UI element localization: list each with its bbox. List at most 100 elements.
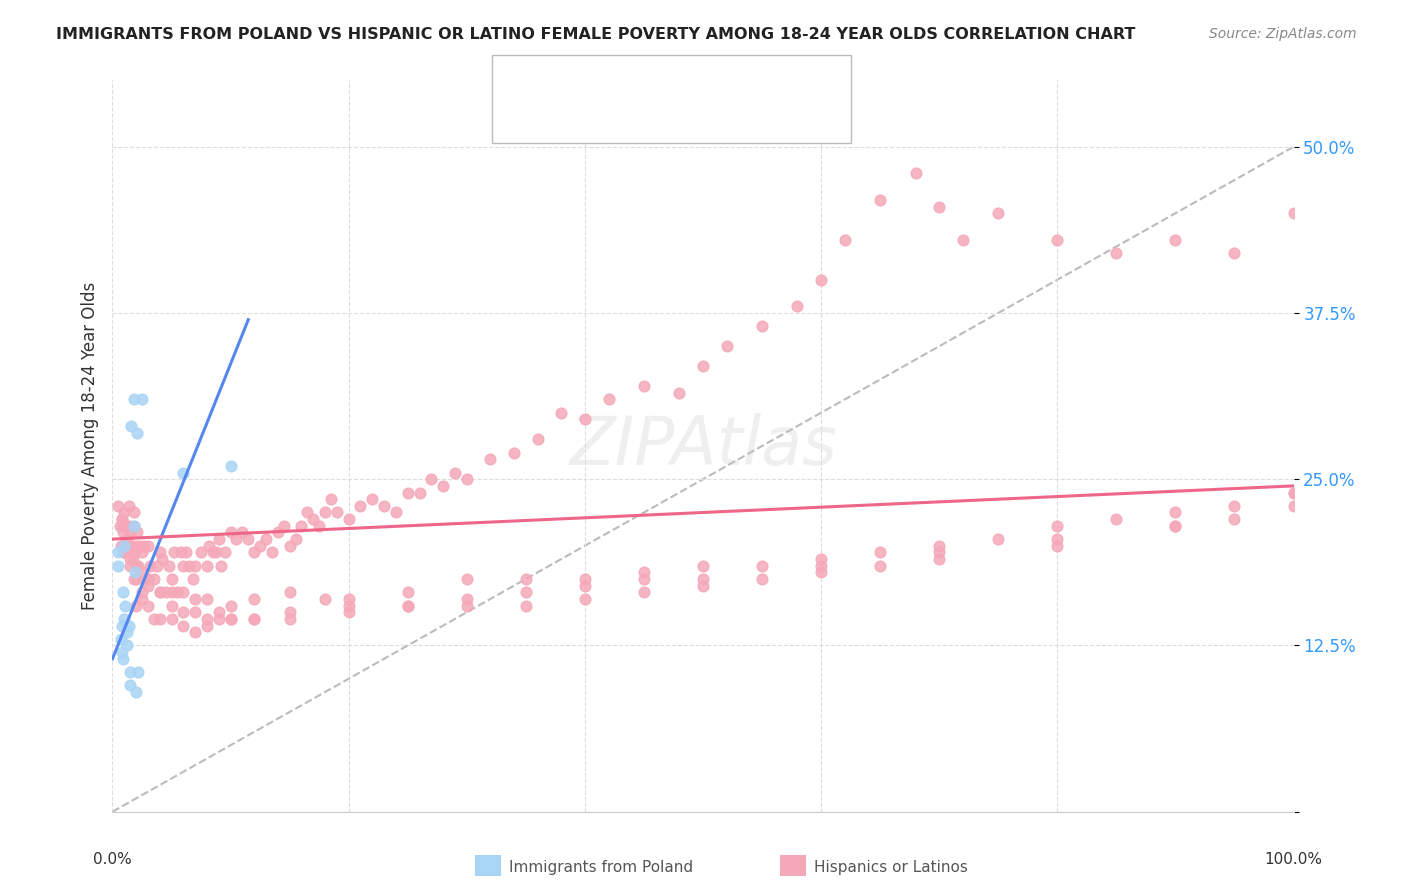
Point [408, 485, 430, 500]
Point [456, 599, 478, 613]
Point [125, 558, 148, 573]
Point [122, 572, 145, 586]
Point [134, 539, 156, 553]
Point [184, 558, 207, 573]
Point [127, 525, 149, 540]
Point [420, 472, 443, 486]
Point [633, 566, 655, 580]
Point [243, 612, 266, 626]
Point [124, 566, 146, 580]
Point [254, 532, 277, 546]
Point [692, 359, 714, 374]
Point [110, 539, 132, 553]
Point [1282, 499, 1305, 513]
Point [349, 499, 371, 513]
Point [112, 612, 135, 626]
Point [127, 558, 149, 573]
Point [121, 552, 143, 566]
Point [111, 618, 134, 632]
Text: 100.0%: 100.0% [1264, 852, 1323, 867]
Point [928, 552, 950, 566]
Point [114, 518, 136, 533]
Point [456, 572, 478, 586]
Point [278, 539, 301, 553]
Point [160, 612, 183, 626]
Point [111, 518, 134, 533]
Point [195, 612, 218, 626]
Point [166, 585, 188, 599]
Point [692, 572, 714, 586]
Point [249, 539, 271, 553]
Point [125, 539, 148, 553]
Point [112, 545, 135, 559]
Point [172, 558, 194, 573]
Point [574, 572, 596, 586]
Point [172, 605, 194, 619]
Point [155, 585, 177, 599]
Point [444, 466, 467, 480]
Point [184, 625, 207, 640]
Point [117, 545, 139, 559]
Point [136, 599, 159, 613]
Point [219, 458, 242, 473]
Point [170, 545, 193, 559]
Point [107, 545, 129, 559]
Point [219, 612, 242, 626]
Point [633, 585, 655, 599]
Point [125, 685, 148, 699]
Point [219, 525, 242, 540]
Point [238, 532, 260, 546]
Point [115, 639, 138, 653]
Point [869, 558, 891, 573]
Point [120, 525, 142, 540]
Point [526, 433, 548, 447]
Point [278, 605, 301, 619]
Point [149, 585, 172, 599]
Point [114, 599, 136, 613]
Point [225, 532, 247, 546]
Point [1164, 518, 1187, 533]
Point [179, 558, 201, 573]
Point [243, 591, 266, 606]
Point [112, 539, 135, 553]
Point [214, 545, 236, 559]
Point [267, 525, 290, 540]
Point [136, 572, 159, 586]
Point [184, 605, 207, 619]
Point [1282, 206, 1305, 220]
Point [337, 512, 360, 526]
Point [112, 518, 135, 533]
Point [149, 585, 172, 599]
Point [1105, 246, 1128, 260]
Point [869, 193, 891, 207]
Text: Hispanics or Latinos: Hispanics or Latinos [814, 860, 967, 874]
Point [149, 612, 172, 626]
Point [160, 599, 183, 613]
Point [1105, 512, 1128, 526]
Point [1223, 512, 1246, 526]
Point [112, 545, 135, 559]
Point [122, 518, 145, 533]
Point [273, 518, 295, 533]
Point [205, 545, 228, 559]
Point [1046, 233, 1069, 247]
Point [131, 585, 153, 599]
Point [125, 572, 148, 586]
Point [112, 539, 135, 553]
Point [314, 506, 336, 520]
Point [122, 392, 145, 407]
Point [396, 585, 419, 599]
Text: R = 0.201   N = 197: R = 0.201 N = 197 [553, 107, 734, 125]
Point [208, 532, 231, 546]
Point [1164, 233, 1187, 247]
Point [810, 566, 832, 580]
Point [574, 579, 596, 593]
Point [160, 572, 183, 586]
Point [692, 579, 714, 593]
Point [125, 599, 148, 613]
Point [174, 545, 197, 559]
Point [112, 545, 135, 559]
Point [987, 206, 1010, 220]
Point [284, 532, 307, 546]
Point [574, 412, 596, 426]
